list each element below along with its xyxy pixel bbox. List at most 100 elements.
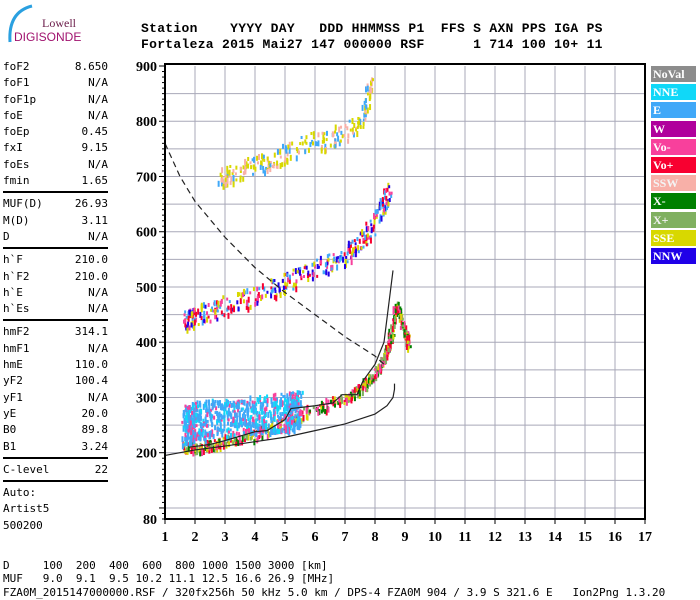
echo-point [229, 401, 232, 405]
echo-point [256, 423, 259, 429]
echo-point [185, 447, 188, 452]
echo-point [227, 440, 230, 444]
echo-point [351, 118, 354, 125]
x-tick-label: 17 [638, 530, 652, 545]
echo-point [286, 428, 289, 435]
echo-point [362, 118, 365, 122]
echo-point [282, 395, 285, 399]
echo-point [283, 410, 286, 414]
echo-point [216, 317, 219, 322]
echo-point [248, 428, 251, 435]
echo-point [261, 416, 264, 423]
echo-point [342, 256, 345, 263]
echo-point [193, 319, 196, 326]
echo-point [279, 414, 282, 420]
echo-point [407, 346, 410, 353]
echo-point [323, 271, 326, 275]
echo-point [280, 397, 283, 403]
echo-point [196, 409, 199, 413]
echo-point [186, 416, 189, 423]
echo-point [243, 433, 246, 439]
echo-point [224, 174, 227, 178]
echo-point [322, 134, 325, 140]
echo-point [375, 213, 378, 217]
echo-point [218, 413, 221, 418]
echo-point [305, 413, 308, 420]
param-yf1: yF1 N/A [3, 390, 108, 406]
echo-point [269, 424, 272, 430]
echo-point [187, 428, 190, 433]
echo-point [312, 141, 315, 146]
echo-point [237, 422, 240, 429]
echo-point [346, 251, 349, 256]
param-label: yE [3, 406, 17, 420]
echo-point [332, 399, 335, 403]
echo-point [349, 244, 352, 248]
echo-point [218, 427, 221, 432]
echo-point [369, 381, 372, 387]
divider [3, 480, 108, 483]
echo-point [288, 277, 291, 284]
echo-point [290, 419, 293, 425]
echo-point [347, 246, 350, 253]
echo-point [261, 283, 264, 290]
param-value: 210.0 [74, 253, 108, 267]
echo-point [242, 418, 245, 422]
echo-point [200, 426, 203, 431]
echo-point [261, 153, 264, 160]
echo-point [268, 431, 271, 438]
echo-point [195, 424, 198, 428]
x-tick-label: 14 [548, 530, 562, 545]
echo-point [190, 407, 193, 411]
param-label: h`F2 [3, 269, 30, 283]
echo-point [276, 408, 279, 415]
param-fof1: foF1 N/A [3, 75, 108, 91]
echo-point [343, 252, 346, 257]
echo-point [205, 405, 208, 411]
param-label: foF1p [3, 92, 37, 106]
echo-point [377, 373, 380, 377]
echo-point [200, 316, 203, 321]
echo-point [191, 319, 194, 326]
echo-point [209, 417, 212, 422]
echo-point [270, 398, 273, 405]
echo-point [337, 256, 340, 260]
header-labels: Station YYYY DAY DDD HHMMSS P1 FFS S AXN… [141, 21, 603, 36]
echo-point [262, 415, 265, 419]
echo-point [286, 424, 289, 429]
echo-point [366, 92, 369, 96]
echo-point [365, 243, 368, 247]
echo-point [304, 264, 307, 268]
echo-point [281, 278, 284, 283]
echo-point [270, 428, 273, 435]
echo-point [369, 86, 372, 91]
digisonde-logo: Lowell DIGISONDE [2, 4, 81, 44]
echo-point [362, 383, 365, 388]
echo-point [259, 164, 262, 170]
echo-point [385, 195, 388, 201]
echo-point [326, 265, 329, 269]
echo-point [184, 415, 187, 421]
echo-point [194, 443, 197, 447]
echo-point [218, 411, 221, 415]
echo-point [206, 433, 209, 438]
echo-point [302, 270, 305, 274]
echo-point [198, 420, 201, 424]
echo-point [313, 261, 316, 267]
echo-point [347, 244, 350, 249]
echo-point [206, 409, 209, 416]
echo-point [224, 175, 227, 182]
echo-point [408, 334, 411, 341]
echo-point [194, 401, 197, 405]
echo-point [252, 287, 255, 292]
echo-point [193, 412, 196, 418]
echo-point [373, 212, 376, 219]
echo-point [375, 366, 378, 370]
echo-point [197, 431, 200, 435]
echo-point [278, 288, 281, 294]
echo-point [316, 142, 319, 147]
echo-point [191, 410, 194, 415]
echo-point [246, 288, 249, 295]
echo-point [199, 415, 202, 421]
